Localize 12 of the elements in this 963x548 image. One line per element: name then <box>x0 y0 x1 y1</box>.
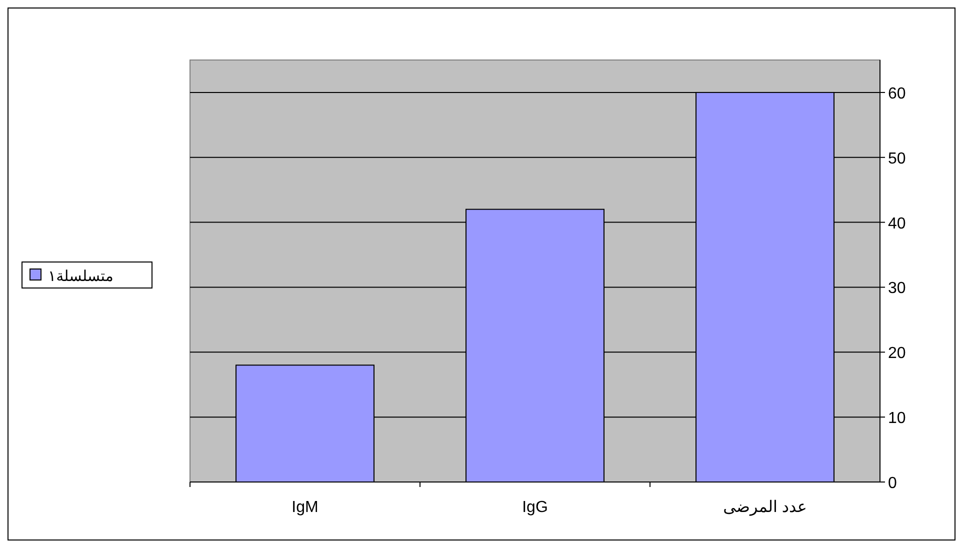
y-tick-label: 40 <box>888 215 906 232</box>
x-tick-label: عدد المرضى <box>723 499 807 516</box>
y-tick-label: 0 <box>888 475 897 492</box>
x-tick-label: IgG <box>522 499 548 516</box>
y-tick-label: 60 <box>888 85 906 102</box>
x-tick-label: IgM <box>292 499 318 516</box>
y-tick-label: 50 <box>888 150 906 168</box>
y-tick-label: 30 <box>888 280 906 298</box>
y-tick-label: 20 <box>888 345 906 362</box>
legend-label: متسلسلة١ <box>48 268 114 285</box>
y-tick-label: 10 <box>888 410 906 428</box>
legend: متسلسلة١ <box>22 262 152 288</box>
